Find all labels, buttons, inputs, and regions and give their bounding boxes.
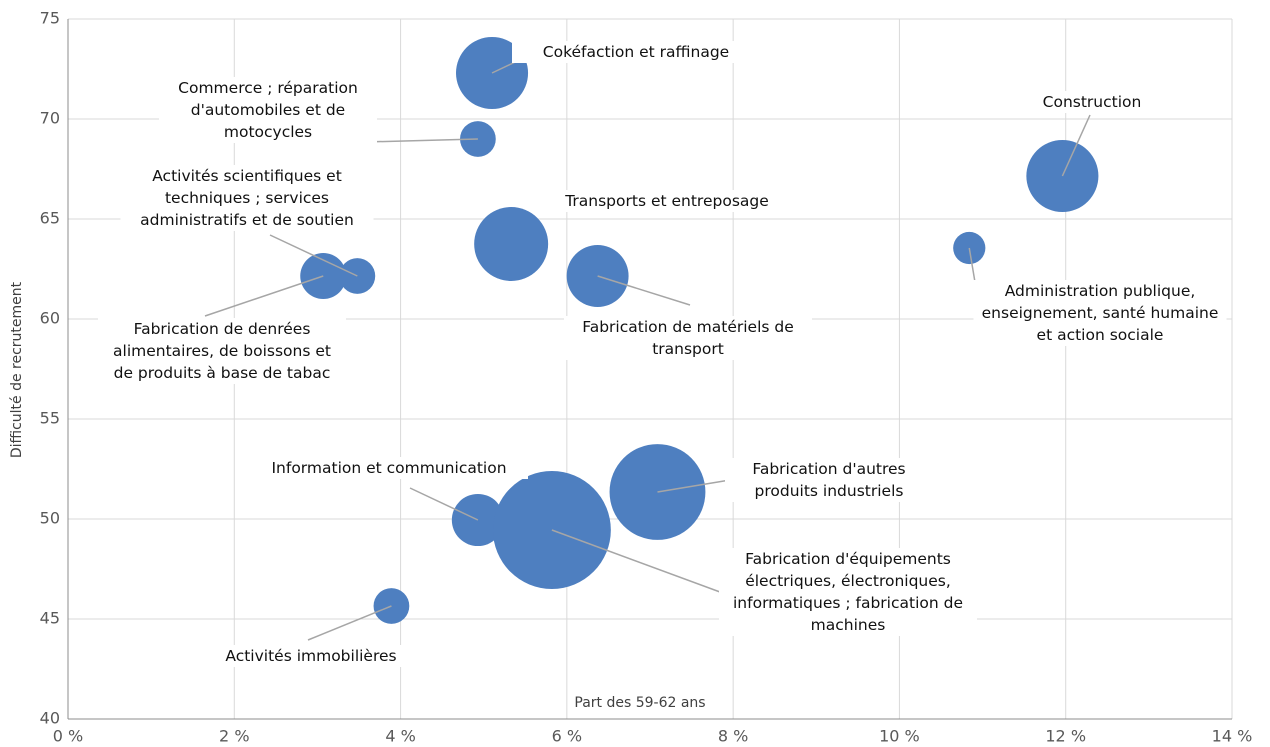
leader-line bbox=[597, 275, 691, 306]
y-tick-label: 75 bbox=[40, 9, 60, 28]
y-tick-label: 40 bbox=[40, 709, 60, 728]
y-axis-label: Difficulté de recrutement bbox=[9, 278, 25, 462]
leader-line bbox=[1061, 114, 1091, 177]
x-tick-label: 14 % bbox=[1212, 727, 1253, 746]
x-tick-label: 0 % bbox=[53, 727, 83, 746]
data-label: Fabrication d'autres produits industriel… bbox=[725, 458, 933, 502]
data-label: Administration publique, enseignement, s… bbox=[973, 280, 1227, 346]
data-label: Commerce ; réparation d'automobiles et d… bbox=[159, 77, 377, 143]
y-tick-label: 60 bbox=[40, 309, 60, 328]
x-tick-label: 4 % bbox=[385, 727, 415, 746]
data-label: Fabrication de denrées alimentaires, de … bbox=[98, 318, 346, 384]
y-tick-label: 70 bbox=[40, 109, 60, 128]
data-label: Activités immobilières bbox=[207, 645, 415, 667]
leader-line bbox=[307, 605, 392, 641]
data-label: Construction bbox=[1018, 91, 1166, 113]
y-tick-label: 50 bbox=[40, 509, 60, 528]
leader-line bbox=[204, 275, 324, 317]
y-tick-label: 45 bbox=[40, 609, 60, 628]
bubble bbox=[474, 207, 549, 281]
x-tick-label: 12 % bbox=[1045, 727, 1086, 746]
leader-line bbox=[551, 529, 721, 593]
x-tick-label: 10 % bbox=[879, 727, 920, 746]
x-tick-label: 6 % bbox=[552, 727, 582, 746]
data-label: Fabrication d'équipements électriques, é… bbox=[719, 548, 977, 636]
data-label: Activités scientifiques et techniques ; … bbox=[120, 165, 374, 231]
data-label: Information et communication bbox=[250, 457, 528, 479]
data-label: Cokéfaction et raffinage bbox=[512, 41, 760, 63]
leader-line bbox=[657, 479, 731, 493]
leader-line bbox=[364, 138, 478, 143]
y-tick-label: 65 bbox=[40, 209, 60, 228]
data-label: Transports et entreposage bbox=[533, 190, 801, 212]
x-tick-label: 8 % bbox=[718, 727, 748, 746]
x-tick-label: 2 % bbox=[219, 727, 249, 746]
y-tick-label: 55 bbox=[40, 409, 60, 428]
x-axis-label: Part des 59-62 ans bbox=[571, 695, 709, 711]
data-label: Fabrication de matériels de transport bbox=[564, 316, 812, 360]
leader-line bbox=[269, 234, 358, 277]
leader-line bbox=[409, 487, 479, 521]
